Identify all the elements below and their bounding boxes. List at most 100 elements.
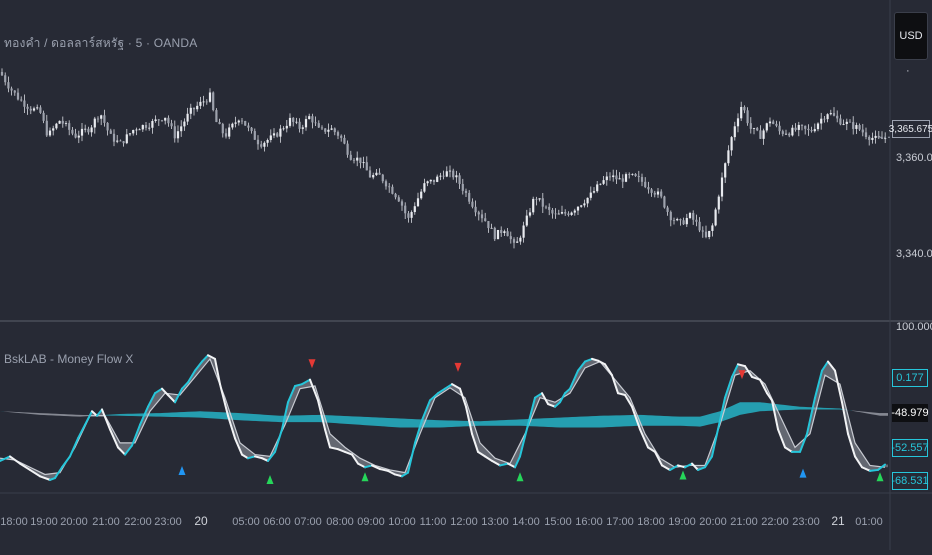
flow-band-seg — [212, 412, 216, 419]
flow-band-seg — [656, 416, 660, 426]
time-label-7: 05:00 — [232, 516, 260, 528]
flow-band-seg — [248, 414, 252, 421]
time-label-23: 21:00 — [730, 516, 758, 528]
flow-band-seg — [204, 411, 208, 418]
flow-band-seg — [836, 408, 840, 409]
time-label-12: 10:00 — [388, 516, 416, 528]
flow-band-seg — [692, 417, 696, 427]
flow-band-seg — [792, 406, 796, 410]
indicator-title[interactable]: BskLAB - Money Flow X — [4, 352, 133, 366]
flow-band-seg — [116, 414, 120, 416]
flow-band-seg — [508, 420, 512, 426]
flow-band-seg — [180, 412, 184, 417]
flow-band-seg — [608, 416, 612, 428]
flow-band-seg — [128, 414, 132, 416]
flow-band-seg — [824, 408, 828, 410]
flow-band-seg — [696, 417, 700, 427]
flow-band-seg — [400, 418, 404, 427]
flow-band-seg — [488, 421, 492, 426]
flow-band-seg — [808, 407, 812, 409]
flow-band-seg — [440, 420, 444, 427]
flow-band-seg — [600, 416, 604, 428]
flow-band-seg — [788, 405, 792, 410]
time-label-8: 06:00 — [263, 516, 291, 528]
flow-band-seg — [532, 419, 536, 427]
flow-band-seg — [376, 417, 380, 426]
flow-band-seg — [120, 414, 124, 416]
flow-band-seg — [356, 416, 360, 424]
candle-76 — [244, 121, 246, 126]
flow-band-seg — [64, 414, 68, 416]
flow-band-seg — [364, 417, 368, 425]
flow-band-seg — [392, 418, 396, 427]
flow-band-seg — [884, 413, 888, 416]
flow-band-seg — [596, 416, 600, 428]
time-label-9: 07:00 — [294, 516, 322, 528]
flow-band-seg — [784, 405, 788, 410]
osc-tag-min: -68.531 — [892, 472, 928, 490]
candle-166 — [532, 197, 534, 215]
flow-band-seg — [560, 417, 564, 427]
flow-band-seg — [216, 412, 220, 419]
flow-band-seg — [304, 415, 308, 422]
price-axis-label-1: 3,360.000 — [896, 152, 932, 164]
time-label-6: 20 — [194, 514, 208, 528]
flow-band-seg — [492, 420, 496, 425]
flow-band-seg — [500, 420, 504, 426]
price-axis-bg — [890, 0, 932, 550]
flow-band-seg — [316, 415, 320, 422]
flow-band-seg — [300, 415, 304, 422]
time-label-24: 22:00 — [761, 516, 789, 528]
candle-223 — [715, 208, 717, 227]
flow-band-seg — [556, 418, 560, 428]
flow-band-seg — [48, 413, 52, 415]
flow-band-seg — [760, 402, 764, 411]
flow-band-seg — [164, 413, 168, 417]
flow-band-seg — [256, 414, 260, 421]
flow-band-seg — [176, 412, 180, 417]
osc-axis-top-label: 100.000 — [896, 321, 932, 333]
flow-band-seg — [688, 417, 692, 427]
time-label-14: 12:00 — [450, 516, 478, 528]
flow-band-seg — [672, 416, 676, 425]
flow-band-seg — [564, 417, 568, 427]
flow-band-seg — [156, 413, 160, 417]
last-price-tag: 3,365.675 — [892, 120, 930, 138]
flow-band-seg — [540, 418, 544, 426]
flow-band-seg — [752, 402, 756, 412]
flow-band-seg — [80, 415, 84, 417]
time-label-2: 20:00 — [60, 516, 88, 528]
flow-band-seg — [612, 415, 616, 427]
flow-band-seg — [516, 419, 520, 425]
flow-band-seg — [732, 404, 736, 418]
flow-band-seg — [832, 408, 836, 409]
flow-band-seg — [200, 411, 204, 418]
flow-band-seg — [796, 406, 800, 409]
flow-band-seg — [332, 415, 336, 423]
flow-band-seg — [56, 414, 60, 416]
flow-band-seg — [740, 402, 744, 415]
flow-band-seg — [728, 406, 732, 419]
symbol-title[interactable]: ทองคำ / ดอลลาร์สหรัฐ · 5 · OANDA — [4, 34, 197, 53]
flow-band-seg — [44, 413, 48, 415]
flow-band-seg — [476, 421, 480, 426]
flow-band-seg — [616, 415, 620, 426]
flow-band-seg — [764, 403, 768, 411]
flow-band-seg — [264, 415, 268, 422]
flow-band-seg — [328, 415, 332, 423]
time-label-25: 23:00 — [792, 516, 820, 528]
flow-band-seg — [368, 417, 372, 426]
time-label-11: 09:00 — [357, 516, 385, 528]
flow-band-seg — [436, 420, 440, 427]
time-label-16: 14:00 — [512, 516, 540, 528]
flow-band-seg — [196, 411, 200, 417]
currency-badge[interactable]: USD — [894, 12, 928, 60]
flow-band-seg — [496, 420, 500, 425]
flow-band-seg — [428, 420, 432, 428]
flow-band-seg — [604, 416, 608, 428]
flow-band-seg — [452, 421, 456, 427]
flow-band-seg — [184, 412, 188, 418]
time-label-17: 15:00 — [544, 516, 572, 528]
